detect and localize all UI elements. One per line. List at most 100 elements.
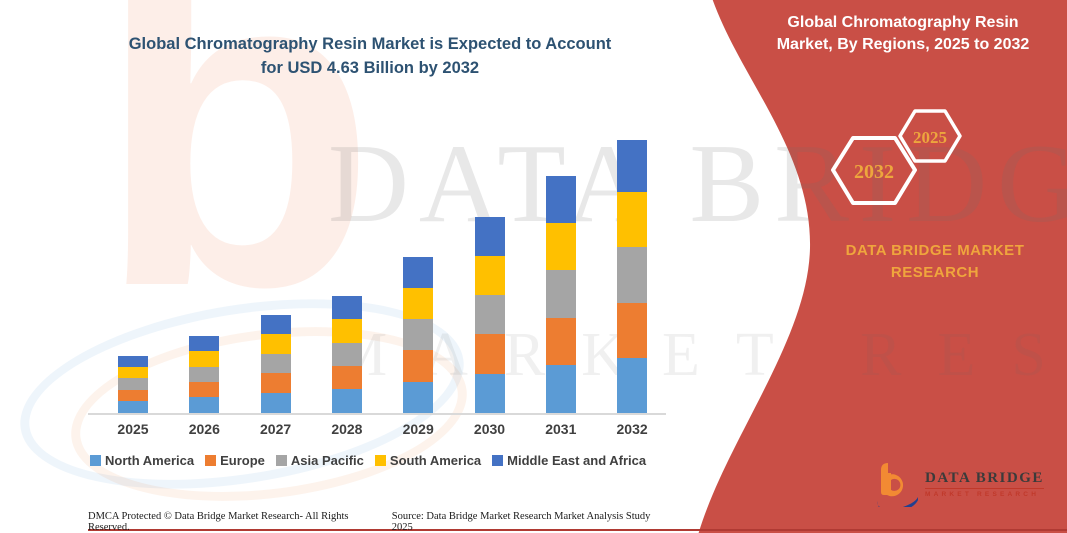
- x-axis-label-2029: 2029: [402, 421, 434, 437]
- legend-swatch: [275, 455, 287, 466]
- bar-segment-2029-north-america: [403, 381, 434, 413]
- bar-segment-2026-south-america: [189, 351, 220, 367]
- footer: DMCA Protected © Data Bridge Market Rese…: [88, 511, 673, 533]
- company-logo: DATA BRIDGE MARKET RESEARCH: [876, 461, 1044, 507]
- bar-segment-2029-asia-pacific: [403, 319, 434, 350]
- chart-legend: North America Europe Asia Pacific South Ame…: [90, 453, 680, 468]
- stacked-bar-2029: [403, 256, 434, 413]
- stacked-bar-2030: [474, 216, 505, 413]
- bar-segment-2027-south-america: [260, 334, 291, 354]
- bar-segment-2032-asia-pacific: [617, 246, 648, 304]
- chart-title: Global Chromatography Resin Market is Ex…: [70, 33, 670, 81]
- panel-brand-name: DATA BRIDGE MARKET RESEARCH: [800, 240, 1067, 284]
- bar-segment-2026-middle-east-and-africa: [189, 335, 220, 352]
- bottom-red-rule: [88, 529, 1067, 531]
- bar-segment-2030-middle-east-and-africa: [474, 216, 505, 257]
- legend-item-europe: Europe: [205, 453, 265, 468]
- x-axis-labels: 2025 2026 2027 2028 2029 2030 2031 2032: [88, 421, 668, 441]
- legend-swatch: [492, 455, 504, 466]
- stacked-bar-2028: [331, 296, 362, 413]
- x-axis-label-2026: 2026: [188, 421, 220, 437]
- legend-label: North America: [105, 453, 195, 468]
- bar-segment-2032-middle-east-and-africa: [617, 139, 648, 193]
- x-axis-label-2030: 2030: [473, 421, 506, 437]
- bar-segment-2029-europe: [403, 349, 434, 382]
- hexagon-2032-label: 2032: [854, 161, 894, 183]
- logo-tagline: MARKET RESEARCH: [925, 491, 1040, 498]
- logo-b-mark: [877, 463, 918, 507]
- bar-segment-2025-europe: [118, 390, 148, 402]
- legend-label: Asia Pacific: [290, 453, 364, 468]
- bar-segment-2025-asia-pacific: [118, 378, 148, 391]
- source-note: Source: Data Bridge Market Research Mark…: [391, 511, 651, 533]
- bar-segment-2032-south-america: [617, 192, 648, 247]
- logo-b-bowl: [887, 474, 904, 497]
- red-wedge-shape: [698, 0, 1067, 533]
- plot-area: [88, 133, 668, 413]
- dmca-notice: DMCA Protected © Data Bridge Market Rese…: [88, 511, 349, 533]
- legend-swatch: [205, 455, 217, 466]
- x-axis-label-2031: 2031: [545, 421, 577, 437]
- legend-swatch: [90, 455, 101, 466]
- bar-segment-2032-north-america: [617, 357, 648, 413]
- hexagon-2032: [831, 136, 917, 205]
- hexagon-2025: [898, 109, 962, 163]
- bar-segment-2025-north-america: [118, 401, 148, 413]
- stacked-bar-2025: [118, 355, 148, 413]
- legend-item-south-america: South America: [374, 453, 482, 468]
- bar-segment-2027-north-america: [260, 392, 291, 413]
- legend-item-north-america: North America: [90, 453, 194, 468]
- bar-segment-2031-europe: [545, 318, 576, 366]
- stacked-bar-2032: [617, 139, 648, 413]
- bar-segment-2031-asia-pacific: [545, 270, 576, 319]
- bar-segment-2026-europe: [189, 381, 220, 398]
- bar-segment-2025-south-america: [118, 367, 148, 379]
- side-panel-title-line1: Global Chromatography Resin: [787, 14, 1019, 31]
- legend-label: Europe: [220, 453, 265, 468]
- bar-segment-2027-asia-pacific: [260, 353, 291, 374]
- x-axis-label-2025: 2025: [117, 421, 149, 437]
- logo-swoosh: [877, 493, 918, 507]
- legend-item-middle-east-and-africa: Middle East and Africa: [492, 453, 646, 468]
- bar-segment-2027-europe: [260, 373, 291, 393]
- bar-segment-2030-europe: [474, 334, 505, 374]
- chart-title-line2: for USD 4.63 Billion by 2032: [260, 58, 480, 77]
- logo-name: DATA BRIDGE: [925, 470, 1044, 489]
- x-axis-line: [88, 413, 666, 415]
- bar-segment-2030-north-america: [474, 373, 505, 413]
- bar-segment-2028-middle-east-and-africa: [331, 296, 362, 320]
- legend-item-asia-pacific: Asia Pacific: [275, 453, 364, 468]
- x-axis-label-2027: 2027: [260, 421, 292, 437]
- x-axis-label-2032: 2032: [616, 421, 648, 437]
- bar-segment-2028-europe: [331, 365, 362, 390]
- bar-segment-2029-south-america: [403, 287, 434, 320]
- hexagon-2025-label: 2025: [913, 128, 947, 147]
- side-panel-title: Global Chromatography Resin Market, By R…: [750, 12, 1056, 57]
- legend-swatch: [374, 455, 386, 466]
- bar-segment-2031-south-america: [545, 223, 576, 271]
- bar-segment-2030-south-america: [474, 256, 505, 296]
- legend-label: South America: [389, 453, 482, 468]
- bar-segment-2026-asia-pacific: [189, 366, 220, 382]
- bar-segment-2025-middle-east-and-africa: [118, 355, 148, 368]
- bar-segment-2031-middle-east-and-africa: [545, 175, 576, 224]
- side-panel-title-line2: Market, By Regions, 2025 to 2032: [776, 36, 1030, 54]
- bar-segment-2031-north-america: [545, 365, 576, 413]
- stacked-bar-2027: [260, 314, 291, 413]
- bar-segment-2030-asia-pacific: [474, 295, 505, 334]
- chart-title-line1: Global Chromatography Resin Market is Ex…: [128, 35, 612, 53]
- bar-segment-2026-north-america: [189, 397, 220, 413]
- logo-b-stem: [881, 463, 891, 495]
- stacked-bar-2031: [545, 175, 576, 413]
- bar-segment-2027-middle-east-and-africa: [260, 314, 291, 335]
- panel-brand-line1: DATA BRIDGE MARKET: [845, 242, 1025, 259]
- logo-text: DATA BRIDGE MARKET RESEARCH: [925, 470, 1044, 498]
- bar-segment-2028-south-america: [331, 319, 362, 343]
- legend-label: Middle East and Africa: [507, 453, 647, 468]
- bar-segment-2028-asia-pacific: [331, 342, 362, 366]
- x-axis-label-2028: 2028: [331, 421, 363, 437]
- stacked-bar-2026: [189, 335, 220, 413]
- bar-segment-2032-europe: [617, 303, 648, 358]
